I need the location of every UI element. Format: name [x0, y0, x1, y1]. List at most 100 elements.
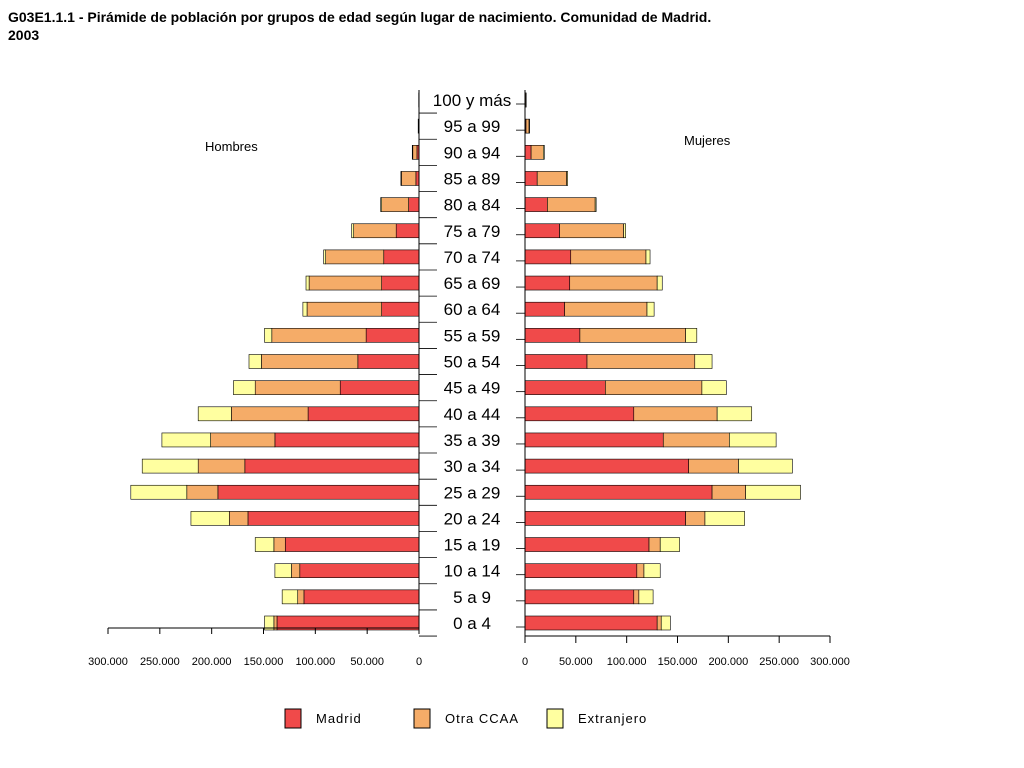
bar-mujeres-madrid-40-a-44: [524, 406, 635, 422]
age-label-90-a-94: 90 a 94: [444, 143, 501, 162]
bar-mujeres-madrid-10-a-14: [524, 563, 638, 579]
bar-hombres-otra-ccaa-15-a-19: [273, 537, 286, 552]
bar-hombres-extranjero-35-a-39: [161, 432, 211, 448]
age-label-45-a-49: 45 a 49: [444, 379, 501, 398]
bar-mujeres-madrid-35-a-39: [524, 432, 664, 448]
age-label-20-a-24: 20 a 24: [444, 509, 501, 528]
bar-hombres-extranjero-5-a-9: [281, 589, 299, 605]
bar-mujeres-madrid-60-a-64: [524, 301, 565, 317]
bar-mujeres-extranjero-40-a-44: [716, 406, 753, 422]
bar-hombres-madrid-70-a-74: [383, 249, 420, 265]
age-label-15-a-19: 15 a 19: [444, 536, 501, 555]
bar-hombres-extranjero-45-a-49: [233, 380, 256, 395]
bar-mujeres-madrid-0-a-4: [524, 615, 658, 631]
bar-hombres-extranjero-30-a-34: [141, 458, 199, 474]
bar-mujeres-madrid-30-a-34: [524, 458, 689, 474]
bar-mujeres-extranjero-80-a-84: [594, 197, 597, 212]
age-label-100-y-ms: 100 y más: [433, 91, 511, 110]
bar-hombres-otra-ccaa-10-a-14: [291, 563, 301, 579]
bar-hombres-otra-ccaa-50-a-54: [261, 354, 359, 369]
bar-hombres-extranjero-75-a-79: [351, 223, 354, 239]
bar-mujeres-madrid-85-a-89: [524, 171, 538, 186]
age-group-labels: 100 y más 95 a 99 90 a 94 85 a 89 80 a 84 75 …: [419, 91, 525, 637]
legend-swatch-madrid: [284, 708, 302, 729]
bar-mujeres-extranjero-90-a-94: [542, 145, 545, 160]
age-label-35-a-39: 35 a 39: [444, 431, 501, 450]
right-x-tick-label: 250.000: [759, 656, 799, 668]
bar-mujeres-otra-ccaa-90-a-94: [530, 145, 544, 160]
right-x-tick-label: 50.000: [559, 656, 593, 668]
left-x-ticks: 0 50.000 100.000 150.000 200.000 250.000 300.0…: [88, 628, 422, 668]
legend-label-extranjero: Extranjero: [578, 711, 647, 726]
bar-hombres-otra-ccaa-35-a-39: [210, 432, 276, 448]
bar-hombres-extranjero-25-a-29: [130, 484, 188, 500]
bar-mujeres-otra-ccaa-55-a-59: [579, 328, 686, 343]
bar-mujeres-otra-ccaa-30-a-34: [688, 458, 739, 474]
left-x-tick-label: 250.000: [140, 656, 180, 668]
right-x-tick-label: 150.000: [658, 656, 698, 668]
bar-mujeres-otra-ccaa-0-a-4: [656, 615, 662, 631]
bar-mujeres-extranjero-20-a-24: [704, 511, 745, 526]
bar-hombres-otra-ccaa-45-a-49: [254, 380, 341, 395]
bar-mujeres-extranjero-45-a-49: [701, 380, 727, 395]
bar-mujeres-madrid-55-a-59: [524, 328, 581, 343]
bar-hombres-madrid-80-a-84: [408, 197, 420, 212]
bar-hombres-otra-ccaa-20-a-24: [228, 511, 249, 526]
bar-mujeres-madrid-65-a-69: [524, 275, 571, 291]
bar-mujeres-extranjero-10-a-14: [643, 563, 661, 579]
bar-hombres-madrid-75-a-79: [395, 223, 420, 239]
left-side-label: Hombres: [205, 139, 258, 154]
bar-hombres-otra-ccaa-65-a-69: [308, 275, 382, 291]
bar-hombres-extranjero-65-a-69: [305, 275, 310, 291]
legend-label-madrid: Madrid: [316, 711, 362, 726]
bar-mujeres-extranjero-50-a-54: [694, 354, 713, 369]
bar-mujeres-madrid-50-a-54: [524, 354, 588, 369]
legend: Madrid Otra CCAA Extranjero: [284, 708, 647, 729]
age-label-50-a-54: 50 a 54: [444, 353, 501, 372]
left-x-tick-label: 300.000: [88, 656, 128, 668]
bar-mujeres-madrid-20-a-24: [524, 511, 686, 526]
bar-mujeres-extranjero-55-a-59: [685, 328, 698, 343]
right-x-tick-label: 300.000: [810, 656, 850, 668]
bar-hombres-madrid-25-a-29: [217, 484, 420, 500]
bar-hombres-madrid-50-a-54: [357, 354, 420, 369]
bar-mujeres-extranjero-15-a-19: [659, 537, 680, 552]
bar-mujeres-extranjero-60-a-64: [646, 301, 655, 317]
bar-hombres-otra-ccaa-40-a-44: [231, 406, 309, 422]
left-x-tick-label: 200.000: [192, 656, 232, 668]
hombres-bars: [130, 92, 420, 631]
bar-hombres-otra-ccaa-90-a-94: [412, 145, 418, 160]
bar-hombres-extranjero-40-a-44: [197, 406, 232, 422]
age-label-70-a-74: 70 a 74: [444, 248, 501, 267]
mujeres-bars: [524, 92, 801, 631]
bar-mujeres-madrid-15-a-19: [524, 537, 650, 552]
bar-mujeres-otra-ccaa-5-a-9: [633, 589, 640, 605]
bar-hombres-otra-ccaa-70-a-74: [325, 249, 385, 265]
bar-mujeres-otra-ccaa-15-a-19: [648, 537, 661, 552]
bar-hombres-madrid-10-a-14: [299, 563, 420, 579]
age-label-85-a-89: 85 a 89: [444, 169, 501, 188]
age-label-55-a-59: 55 a 59: [444, 326, 501, 345]
bar-mujeres-madrid-90-a-94: [524, 145, 532, 160]
bar-hombres-madrid-5-a-9: [303, 589, 420, 605]
left-x-tick-label: 100.000: [295, 656, 335, 668]
age-label-75-a-79: 75 a 79: [444, 222, 501, 241]
bar-hombres-extranjero-85-a-89: [400, 171, 402, 186]
bar-hombres-extranjero-50-a-54: [248, 354, 262, 369]
chart-title: G03E1.1.1 - Pirámide de población por gr…: [8, 9, 711, 25]
bar-mujeres-otra-ccaa-10-a-14: [636, 563, 645, 579]
bar-mujeres-extranjero-85-a-89: [566, 171, 568, 186]
bar-mujeres-extranjero-25-a-29: [745, 484, 801, 500]
bar-mujeres-otra-ccaa-45-a-49: [605, 380, 703, 395]
legend-label-otra-ccaa: Otra CCAA: [445, 711, 519, 726]
bar-mujeres-madrid-25-a-29: [524, 484, 713, 500]
right-x-tick-label: 0: [522, 656, 528, 668]
bar-mujeres-otra-ccaa-95-a-99: [525, 118, 530, 134]
bar-hombres-otra-ccaa-80-a-84: [381, 197, 409, 212]
bar-mujeres-madrid-75-a-79: [524, 223, 560, 239]
bar-hombres-extranjero-55-a-59: [264, 328, 273, 343]
bar-hombres-madrid-60-a-64: [381, 301, 420, 317]
left-x-tick-label: 150.000: [244, 656, 284, 668]
legend-swatch-extranjero: [546, 708, 564, 729]
